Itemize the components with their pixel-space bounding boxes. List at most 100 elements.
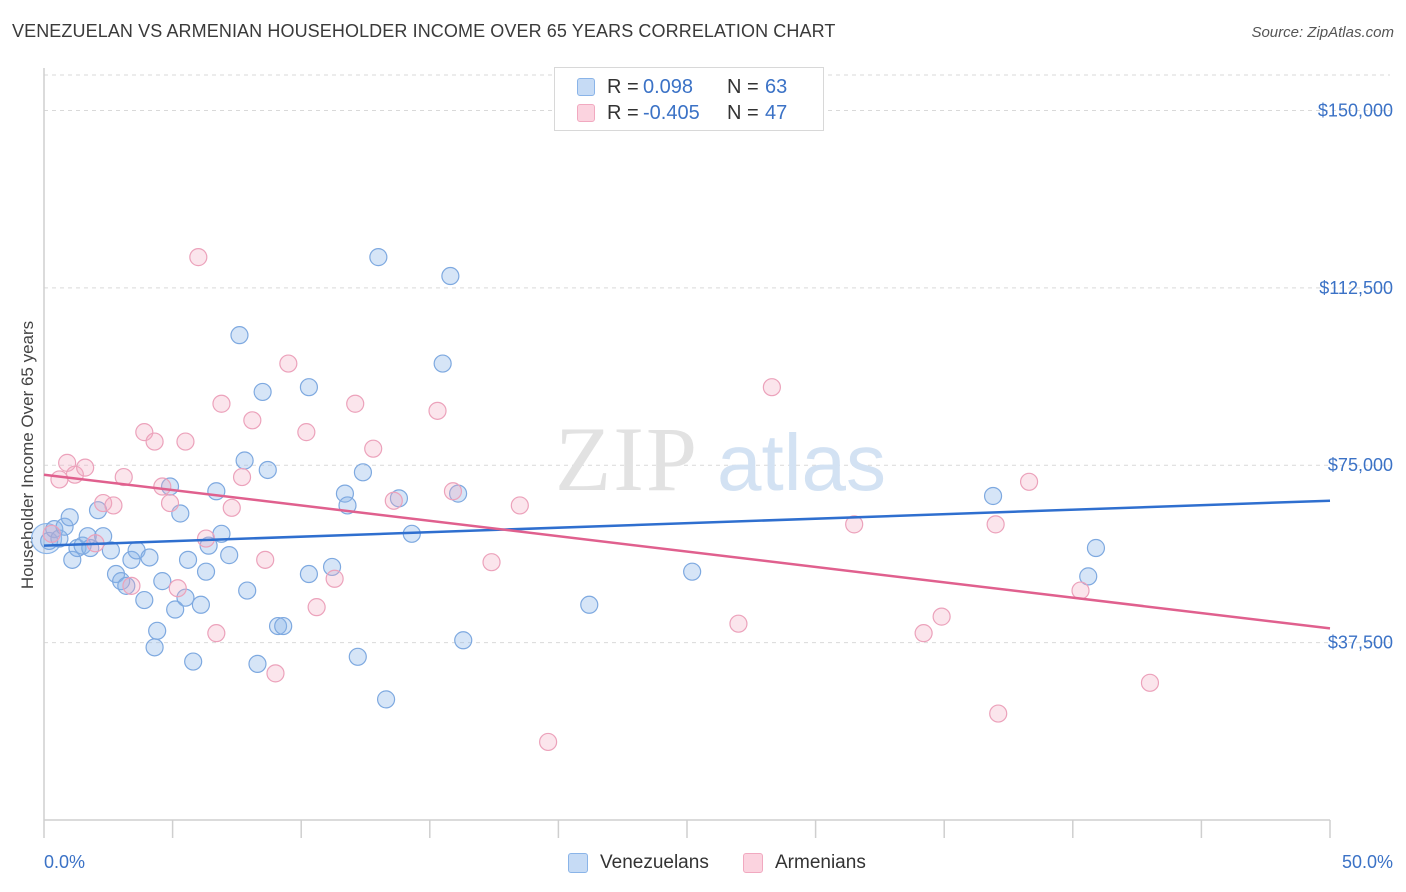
legend-n-label: N = (727, 101, 759, 124)
venezuelans-point (148, 621, 167, 640)
venezuelans-point (253, 382, 272, 402)
venezuelans-legend-swatch (568, 853, 588, 873)
watermark: ZIP atlas (555, 408, 886, 510)
armenians-point (762, 378, 781, 397)
armenians-point (510, 496, 529, 515)
legend-r-value: 0.098 (643, 75, 694, 98)
chart-title: VENEZUELAN VS ARMENIAN HOUSEHOLDER INCOM… (12, 21, 836, 41)
venezuelans-point (153, 572, 172, 591)
armenians-point (168, 579, 187, 598)
trend-lines (43, 473, 1331, 630)
armenians-point (256, 550, 275, 569)
venezuelans-point (268, 616, 288, 636)
venezuelans-point (176, 588, 195, 607)
venezuelans-point (117, 576, 136, 595)
gridlines (44, 74, 1390, 644)
venezuelans-point (1086, 538, 1106, 558)
armenians-point (76, 458, 95, 477)
x-tick-label: 50.0% (1342, 852, 1393, 872)
armenians-point (914, 624, 933, 643)
legend-r-label: R = (607, 75, 639, 98)
armenians-point (845, 515, 864, 534)
y-tick-label: $37,500 (1328, 633, 1393, 653)
armenians-point (482, 553, 501, 572)
venezuelans-point (441, 266, 460, 286)
venezuelans-point (101, 541, 120, 560)
armenians-point (266, 664, 285, 683)
x-tick-label: 0.0% (44, 852, 85, 872)
armenians-legend-swatch (743, 853, 763, 873)
venezuelans-point (1079, 567, 1098, 586)
venezuelans-point (683, 562, 702, 581)
venezuelans-point (60, 508, 79, 527)
legend-row-venezuelans: R = 0.098 N = 63 (577, 74, 787, 100)
y-tick-label: $150,000 (1318, 100, 1393, 120)
armenians-point (443, 482, 463, 501)
venezuelans-point (140, 548, 159, 567)
venezuelans-point (63, 550, 82, 569)
armenians-point (729, 614, 748, 633)
armenians-trend-line (43, 473, 1331, 630)
venezuelans-point (196, 562, 216, 581)
venezuelans-point (258, 460, 277, 480)
armenians-point (207, 624, 226, 643)
armenians-point (114, 467, 133, 487)
y-tick-label: $112,500 (1319, 278, 1393, 298)
venezuelans-point (238, 581, 257, 600)
armenians-point (1019, 472, 1039, 491)
armenians-point (1071, 581, 1090, 600)
legend-r-label: R = (607, 101, 639, 124)
venezuelans-point (322, 557, 342, 577)
venezuelans-point (235, 451, 254, 470)
legend-n-value: 63 (765, 75, 788, 98)
venezuelans-point (274, 616, 293, 636)
venezuelans-point (122, 550, 141, 569)
armenians-point (104, 496, 123, 515)
armenians-point (986, 515, 1005, 534)
armenians-point (153, 477, 172, 496)
venezuelans-point (299, 378, 319, 397)
venezuelans-trend-line (43, 499, 1331, 547)
armenians-point (243, 411, 262, 430)
armenians-point (297, 423, 316, 442)
armenians-point (325, 569, 344, 588)
armenians-point (122, 576, 141, 595)
armenians-point (50, 470, 69, 489)
venezuelans-point (184, 652, 203, 671)
armenians-point (384, 491, 403, 510)
armenians-point (346, 394, 365, 413)
venezuelans-point (433, 354, 452, 373)
armenians-point (932, 607, 951, 626)
venezuelans-point (178, 550, 198, 569)
legend-armenians-label: Armenians (775, 852, 866, 873)
armenians-point (42, 524, 61, 543)
axes (43, 68, 1331, 838)
armenians-point (364, 439, 383, 458)
venezuelans-point (348, 647, 367, 666)
venezuelans-point (166, 600, 185, 619)
source-label: Source: ZipAtlas.com (1251, 24, 1394, 41)
armenians-point (279, 354, 298, 373)
armenians-point (232, 467, 252, 487)
svg-text:ZIP: ZIP (555, 408, 699, 510)
legend-row-armenians: R = -0.405 N = 47 (577, 100, 787, 126)
y-tick-label: $75,000 (1328, 455, 1393, 475)
armenians-point (428, 401, 447, 420)
armenians-point (989, 704, 1008, 723)
venezuelans-point (376, 690, 396, 709)
armenians-point (212, 394, 231, 413)
venezuelans-point (230, 326, 249, 345)
armenians-point (145, 432, 164, 451)
tick-labels: $37,500 $75,000 $112,500 $150,000 0.0% 50.0% (44, 100, 1393, 872)
venezuelans-swatch (577, 78, 595, 96)
venezuelans-point (369, 248, 388, 267)
venezuelans-point (191, 595, 210, 614)
venezuelans-point (983, 486, 1003, 506)
armenians-point (222, 498, 241, 517)
venezuelans-point (135, 590, 154, 610)
armenians-point (189, 248, 208, 267)
legend-n-value: 47 (765, 101, 788, 124)
venezuelans-point (454, 631, 473, 650)
legend-n-label: N = (727, 75, 759, 98)
